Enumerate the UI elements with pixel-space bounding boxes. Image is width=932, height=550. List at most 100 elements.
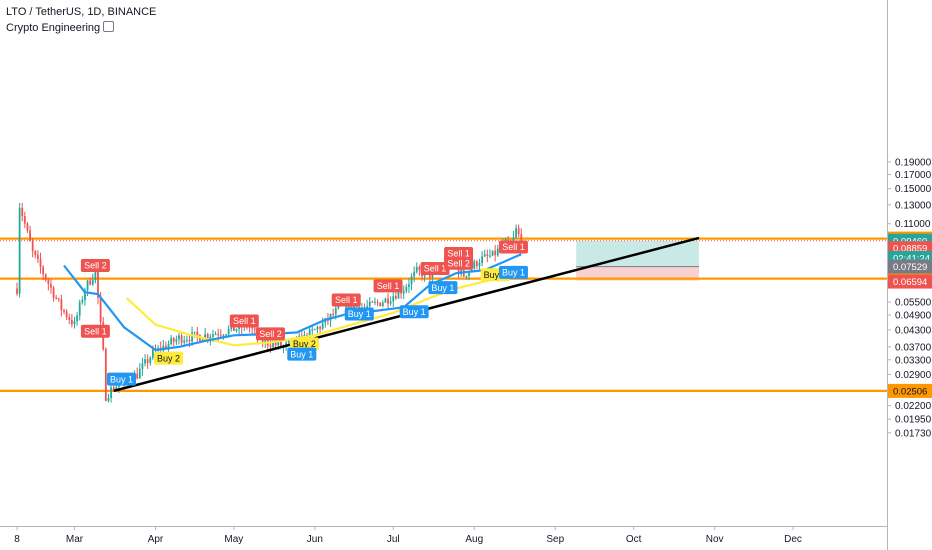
candle-body — [183, 340, 186, 343]
signal-text: Sell 2 — [84, 261, 107, 271]
signal-badge — [289, 337, 319, 351]
price-tick-label: 0.13000 — [895, 200, 932, 211]
signal-badge — [444, 247, 474, 261]
candle-body — [460, 268, 463, 275]
candle-body — [34, 251, 37, 255]
signal-text: Buy 1 — [110, 374, 133, 384]
candle-body — [489, 255, 491, 257]
signal-badge — [444, 256, 474, 270]
candle-body — [115, 386, 118, 390]
candle-body — [475, 261, 478, 267]
time-tick-label: May — [224, 534, 243, 545]
candle-body — [73, 321, 76, 325]
price-marker-tag: 0.06594 — [888, 274, 932, 289]
time-axis-bg — [0, 526, 887, 550]
signal-text: Sell 1 — [377, 281, 400, 291]
candle-body — [227, 328, 230, 335]
candle-body — [91, 280, 94, 285]
candle-body — [84, 290, 86, 301]
signal-badge — [344, 307, 374, 321]
candle-body — [149, 357, 152, 363]
signal-label: Buy 1 — [399, 305, 429, 319]
candle-body — [371, 301, 374, 303]
candle-body — [52, 287, 55, 298]
signal-text: Sell 1 — [84, 326, 107, 336]
candle-body — [478, 262, 481, 267]
candle-body — [185, 339, 188, 341]
signal-label: Buy 2 — [289, 337, 319, 351]
price-tick-label: 0.02200 — [895, 401, 932, 412]
candle-body — [191, 332, 193, 342]
signal-label: Buy 2 — [154, 351, 184, 365]
candle-body — [151, 349, 154, 358]
candle-body — [496, 248, 499, 256]
candle-body — [277, 341, 280, 346]
candle-body — [86, 280, 89, 291]
candle-body — [376, 301, 379, 303]
candle-body — [316, 327, 319, 330]
candle-body — [353, 305, 355, 309]
chart-title: LTO / TetherUS, 1D, BINANCE — [6, 6, 157, 18]
time-tick-label: Dec — [784, 534, 802, 545]
candle-body — [274, 342, 277, 346]
candle-body — [387, 298, 389, 304]
price-tag-text: 02:41:24 — [893, 254, 930, 265]
time-tick-label: Nov — [706, 534, 724, 545]
candle-body — [457, 267, 460, 275]
indicator-legend[interactable]: Crypto Engineering — [6, 21, 115, 34]
candle-body — [313, 329, 316, 331]
candle-body — [107, 397, 110, 401]
candle-body — [232, 324, 235, 331]
level-price-tag: 0.02506 — [888, 383, 932, 398]
signal-label: Sell 1 — [229, 314, 259, 328]
candle-body — [321, 322, 324, 329]
signal-label: Sell 1 — [420, 262, 450, 276]
candle-body — [214, 334, 217, 336]
indicator-name: Crypto Engineering — [6, 22, 101, 34]
candle-body — [219, 335, 222, 337]
signal-label: Buy 1 — [498, 265, 528, 279]
candle-body — [180, 335, 183, 343]
stop-zone — [576, 266, 699, 281]
signal-badge — [80, 259, 110, 273]
price-tick-label: 0.03300 — [895, 355, 932, 366]
signal-badge — [154, 351, 184, 365]
candle-body — [410, 276, 413, 285]
candle-body — [65, 311, 68, 318]
candle-body — [21, 207, 24, 217]
candle-body — [287, 340, 290, 343]
candle-body — [50, 283, 52, 288]
candle-body — [235, 329, 238, 331]
candle-body — [201, 339, 204, 341]
time-tick-label: Aug — [465, 534, 483, 545]
candle-body — [397, 290, 400, 299]
candle-body — [311, 329, 314, 331]
candle-body — [141, 363, 144, 369]
candle-body — [465, 275, 468, 277]
signal-label: Buy 1 — [344, 307, 374, 321]
signal-label: Sell 1 — [373, 279, 403, 293]
time-tick-label: 8 — [14, 534, 20, 545]
candle-body — [23, 216, 26, 224]
visibility-icon[interactable] — [103, 21, 115, 32]
candle-body — [285, 342, 288, 346]
signal-text: Buy 2 — [157, 353, 180, 363]
signal-badge — [80, 324, 110, 338]
entry-price-tag: 0.07529 — [888, 259, 932, 274]
candle-body — [31, 241, 34, 252]
candle-body — [468, 271, 470, 276]
price-tag-text: 0.07529 — [893, 262, 927, 273]
signal-text: Sell 1 — [233, 316, 256, 326]
time-tick-label: Jun — [307, 534, 323, 545]
candle-body — [39, 258, 42, 268]
candle-body — [196, 331, 199, 336]
signal-text: Buy 1 — [348, 309, 371, 319]
candle-body — [16, 288, 18, 294]
candle-body — [264, 339, 267, 343]
candle-body — [57, 298, 60, 300]
candle-body — [188, 339, 191, 342]
candle-body — [55, 297, 58, 299]
signal-text: Sell 1 — [502, 242, 525, 252]
signal-label: Buy 1 — [107, 372, 137, 386]
